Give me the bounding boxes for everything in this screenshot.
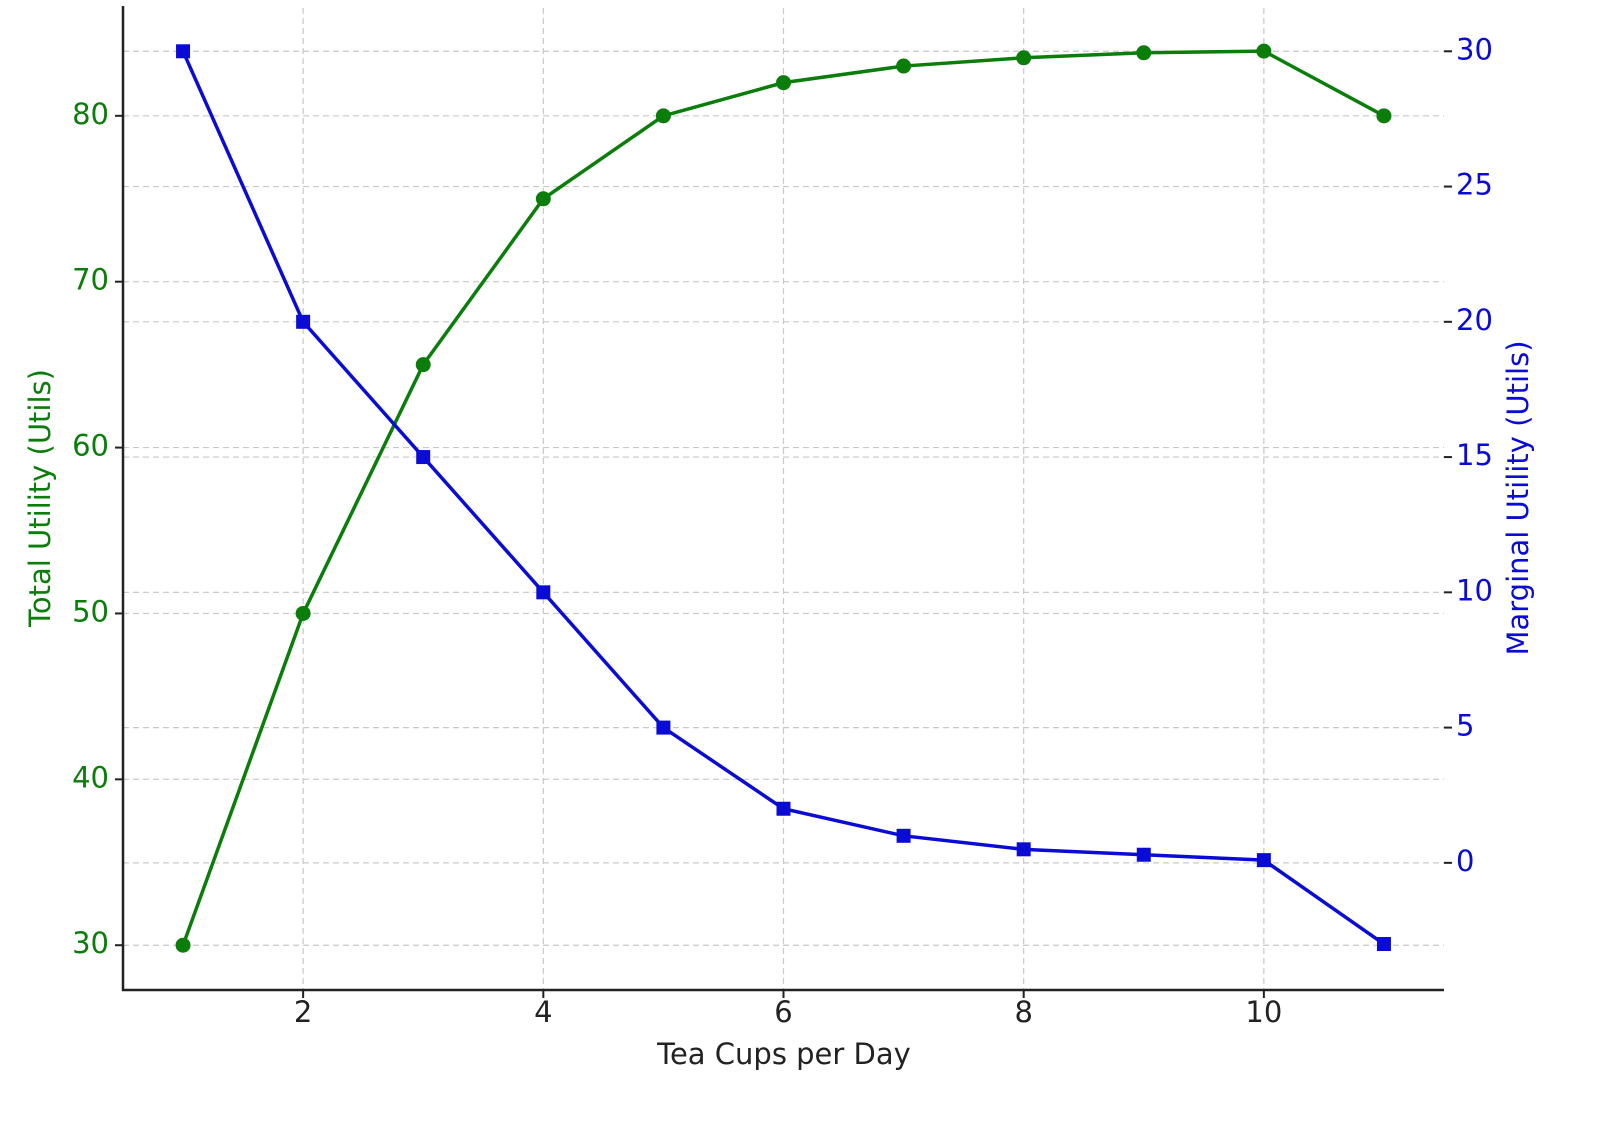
marker <box>175 937 191 953</box>
marker <box>416 450 431 465</box>
marker <box>176 44 191 59</box>
marker <box>1136 847 1151 862</box>
marker <box>776 801 791 816</box>
marker <box>896 58 912 74</box>
marker <box>415 357 431 373</box>
marker <box>295 605 311 621</box>
y2-tick-label: 10 <box>1456 573 1493 607</box>
marker <box>1016 50 1032 66</box>
marker <box>656 720 671 735</box>
marker <box>536 585 551 600</box>
x-tick-label: 10 <box>1245 995 1282 1029</box>
y-tick-label: 60 <box>72 429 109 463</box>
y2-tick-label: 15 <box>1456 438 1493 472</box>
marker <box>896 828 911 843</box>
y2-tick-label: 25 <box>1456 168 1493 202</box>
y-tick-label: 40 <box>72 760 109 794</box>
x-axis-label: Tea Cups per Day <box>656 1037 911 1071</box>
y-tick-label: 30 <box>72 926 109 960</box>
marker <box>1376 108 1392 124</box>
marker <box>655 108 671 124</box>
marker <box>1376 937 1391 952</box>
x-tick-label: 6 <box>774 995 792 1029</box>
y2-axis-label: Marginal Utility (Utils) <box>1501 340 1535 655</box>
x-tick-label: 8 <box>1014 995 1032 1029</box>
y-tick-label: 70 <box>72 263 109 297</box>
marker <box>1256 43 1272 59</box>
marker <box>296 314 311 329</box>
y2-tick-label: 20 <box>1456 303 1493 337</box>
marker <box>535 191 551 207</box>
marker <box>776 75 791 91</box>
x-tick-label: 2 <box>294 995 312 1029</box>
marker <box>1256 853 1271 868</box>
y2-tick-label: 30 <box>1456 32 1493 66</box>
marker <box>1016 842 1031 857</box>
y-tick-label: 50 <box>72 594 109 628</box>
y-tick-label: 80 <box>72 97 109 131</box>
y2-tick-label: 5 <box>1456 709 1474 743</box>
marker <box>1136 45 1152 61</box>
y-axis-label: Total Utility (Utils) <box>23 369 57 628</box>
x-tick-label: 4 <box>534 995 552 1029</box>
y2-tick-label: 0 <box>1456 844 1474 878</box>
